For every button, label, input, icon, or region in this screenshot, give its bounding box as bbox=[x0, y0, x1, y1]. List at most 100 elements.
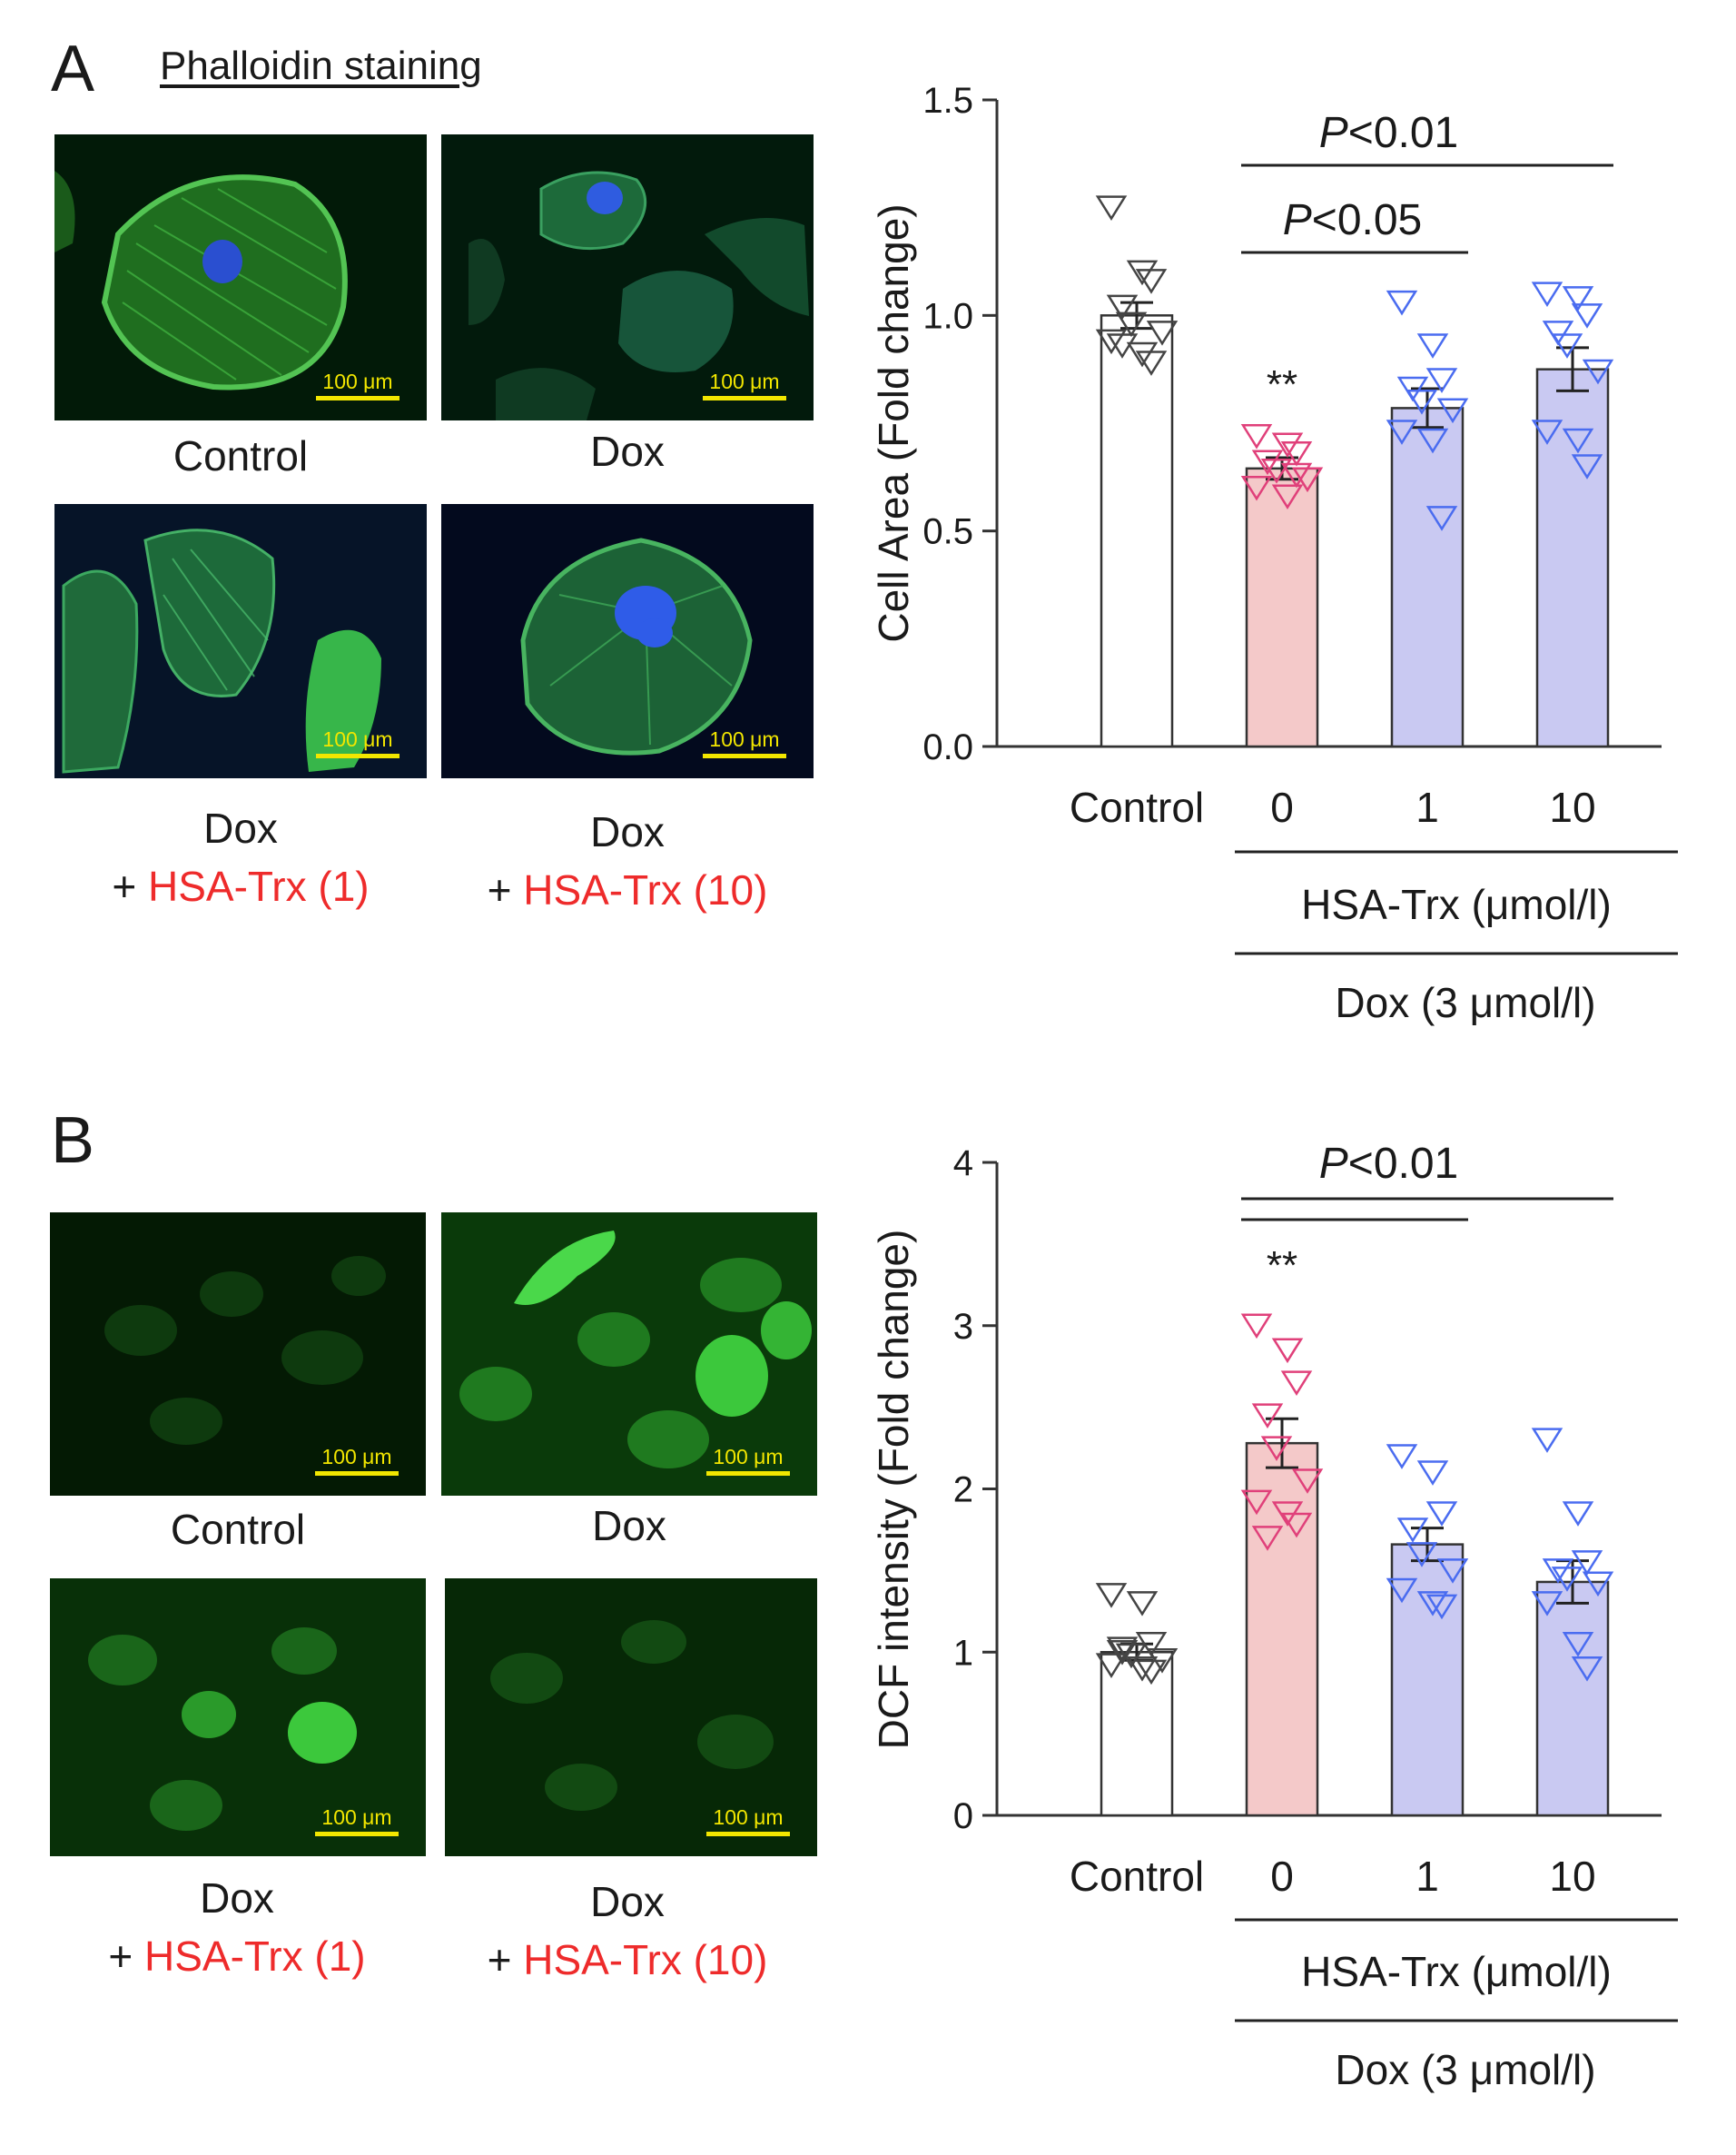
caption-dox-hsa-trx-1: Dox + HSA-Trx (1) bbox=[112, 805, 370, 910]
p-value-rest: <0.01 bbox=[1348, 1140, 1458, 1188]
caption-dox: Dox bbox=[590, 428, 665, 475]
panel-letter-b: B bbox=[51, 1104, 95, 1177]
data-point bbox=[1251, 1403, 1284, 1428]
data-point bbox=[1106, 1640, 1139, 1666]
category-label: 0 bbox=[1270, 1853, 1294, 1900]
data-point bbox=[1095, 195, 1128, 222]
data-point bbox=[1260, 458, 1293, 484]
data-point bbox=[1106, 1636, 1139, 1663]
data-point bbox=[1436, 1558, 1469, 1584]
caption-control: Control bbox=[170, 1506, 306, 1553]
outer-group-label: Dox (3 μmol/l) bbox=[1335, 979, 1595, 1026]
data-point bbox=[1251, 1526, 1284, 1551]
scale-bar: 100 μm bbox=[699, 729, 790, 758]
data-point bbox=[1531, 1428, 1563, 1453]
data-point bbox=[1562, 1501, 1594, 1527]
y-axis-label: Cell Area (Fold change) bbox=[870, 203, 917, 642]
data-point bbox=[1135, 351, 1168, 376]
data-point bbox=[1126, 260, 1159, 286]
bar-10 bbox=[1535, 1580, 1610, 1817]
data-point bbox=[1582, 1571, 1614, 1597]
data-point bbox=[1106, 294, 1139, 321]
y-tick-label: 1.0 bbox=[922, 296, 973, 336]
data-point bbox=[1425, 1594, 1458, 1620]
data-point bbox=[1280, 462, 1313, 489]
bar-0 bbox=[1245, 1441, 1319, 1817]
data-point bbox=[1251, 450, 1284, 476]
bar-1 bbox=[1390, 407, 1465, 748]
data-point bbox=[1425, 506, 1458, 531]
p-value-label: P<0.01 bbox=[1319, 109, 1458, 157]
data-point bbox=[1551, 333, 1583, 359]
bar-10 bbox=[1535, 368, 1610, 748]
data-point bbox=[1396, 1517, 1429, 1543]
category-label: 1 bbox=[1415, 784, 1439, 831]
data-point bbox=[1571, 454, 1603, 479]
data-point bbox=[1425, 368, 1458, 393]
scale-bar: 100 μm bbox=[699, 371, 790, 400]
category-label: 1 bbox=[1415, 1853, 1439, 1900]
chart-dcf-intensity-svg: 0 1 2 3 4 DCF intensity (Fold change) ** P<0.01… bbox=[870, 1140, 1678, 2093]
outer-group-label: Dox (3 μmol/l) bbox=[1335, 2046, 1595, 2093]
chart-dcf-intensity: 0 1 2 3 4 DCF intensity (Fold change) ** P<0.01… bbox=[0, 1072, 1736, 2150]
scale-bar: 100 μm bbox=[311, 1807, 402, 1836]
data-point bbox=[1531, 420, 1563, 445]
data-point bbox=[1416, 1591, 1449, 1616]
data-point bbox=[1135, 269, 1168, 294]
micrograph-dox-dcf: 100 μm bbox=[441, 1212, 817, 1496]
bar-Control bbox=[1100, 314, 1174, 748]
caption-dox-hsa-trx-10: Dox + HSA-Trx (10) bbox=[487, 808, 768, 914]
category-label: 10 bbox=[1549, 784, 1595, 831]
data-point bbox=[1416, 333, 1449, 359]
data-point bbox=[1280, 1370, 1313, 1397]
data-point bbox=[1582, 359, 1614, 385]
p-value-label: P<0.01 bbox=[1319, 1140, 1458, 1188]
data-point bbox=[1271, 484, 1304, 510]
significance-stars: ** bbox=[1267, 1243, 1297, 1288]
group-label: HSA-Trx (μmol/l) bbox=[1301, 881, 1612, 928]
micrograph-dox-hsa-trx-10-dcf: 100 μm bbox=[445, 1578, 817, 1856]
data-point bbox=[1240, 1313, 1273, 1339]
data-point bbox=[1436, 398, 1469, 424]
p-value-italic: P bbox=[1319, 109, 1348, 157]
data-point bbox=[1115, 311, 1148, 338]
caption-control: Control bbox=[173, 432, 309, 479]
data-point bbox=[1135, 1659, 1168, 1685]
p-value-rest: <0.05 bbox=[1312, 196, 1422, 244]
category-label: Control bbox=[1070, 784, 1204, 831]
y-tick-label: 0.0 bbox=[922, 727, 973, 767]
micrograph-dox-hsa-trx-1-dcf: 100 μm bbox=[50, 1578, 426, 1856]
data-point bbox=[1240, 423, 1273, 450]
data-point bbox=[1562, 1632, 1594, 1657]
data-point bbox=[1386, 1577, 1418, 1604]
data-point bbox=[1386, 420, 1418, 445]
data-point bbox=[1542, 321, 1574, 346]
data-point bbox=[1416, 428, 1449, 454]
chart-cell-area: 0.0 0.5 1.0 1.5 Cell Area (Fold change) ** P<0… bbox=[870, 81, 1678, 1026]
data-point bbox=[1396, 376, 1429, 402]
data-point bbox=[1126, 1591, 1159, 1616]
panel-subtitle: Phalloidin staining bbox=[160, 44, 482, 88]
data-point bbox=[1271, 432, 1304, 459]
data-point bbox=[1406, 1542, 1438, 1567]
data-point bbox=[1562, 428, 1594, 454]
data-point bbox=[1531, 282, 1563, 307]
category-label: 10 bbox=[1549, 1853, 1595, 1900]
data-point bbox=[1146, 321, 1179, 346]
data-point bbox=[1106, 333, 1139, 359]
caption-dox-hsa-trx-1: Dox + HSA-Trx (1) bbox=[108, 1874, 366, 1980]
y-tick-label: 4 bbox=[953, 1143, 973, 1183]
data-point bbox=[1095, 329, 1128, 355]
data-point bbox=[1280, 440, 1313, 467]
category-label: 0 bbox=[1270, 784, 1294, 831]
micrograph-dox-hsa-trx-10-phalloidin: 100 μm bbox=[441, 504, 814, 778]
p-value-rest: <0.01 bbox=[1348, 109, 1458, 157]
y-tick-label: 1.5 bbox=[922, 81, 973, 121]
data-point bbox=[1240, 1489, 1273, 1516]
micrograph-control-dcf: 100 μm bbox=[50, 1212, 426, 1496]
caption-dox: Dox bbox=[592, 1502, 666, 1549]
category-label: Control bbox=[1070, 1853, 1204, 1900]
data-point bbox=[1271, 1338, 1304, 1364]
micrograph-dox-hsa-trx-1-phalloidin: 100 μm bbox=[54, 504, 427, 778]
